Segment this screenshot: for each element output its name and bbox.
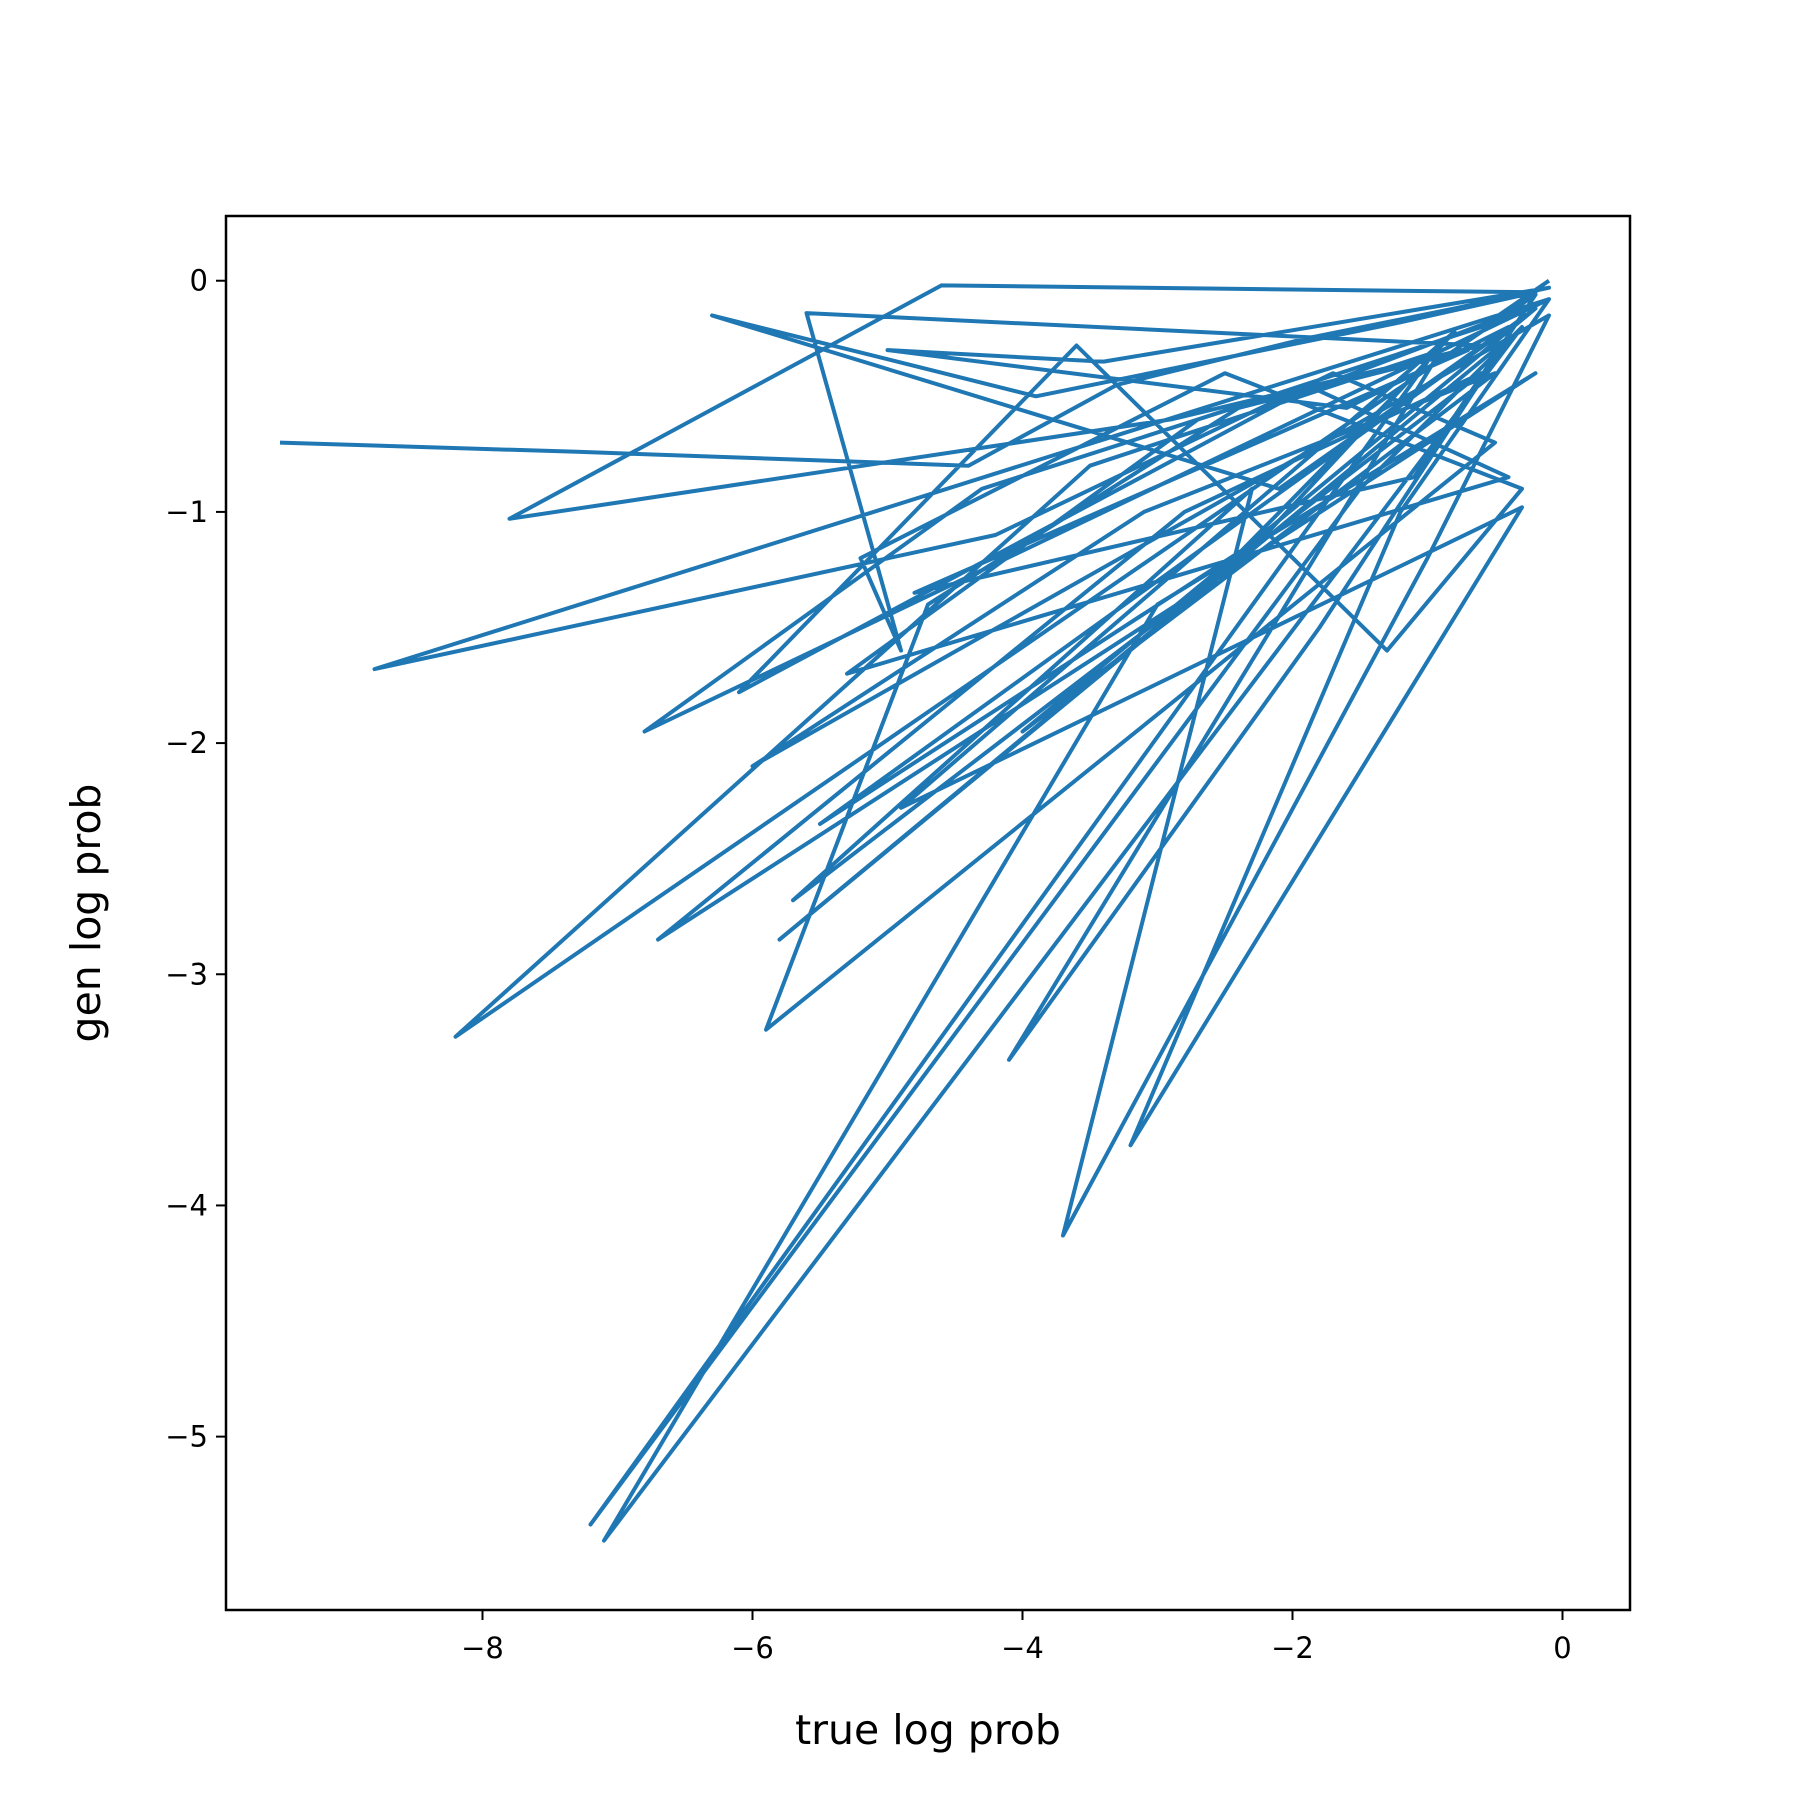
y-axis-ticks: 0 −1 −2 −3 −4 −5 xyxy=(165,264,226,1454)
plot-lines xyxy=(279,279,1551,1543)
x-axis-label: true log prob xyxy=(795,1706,1061,1754)
y-tick-label: 0 xyxy=(190,264,208,298)
x-tick-label: 0 xyxy=(1553,1631,1571,1665)
x-tick-label: −4 xyxy=(1001,1631,1044,1665)
x-tick-label: −6 xyxy=(731,1631,774,1665)
y-axis-label: gen log prob xyxy=(62,784,110,1043)
y-tick-label: −5 xyxy=(165,1420,208,1454)
y-tick-label: −3 xyxy=(165,957,208,991)
y-tick-label: −2 xyxy=(165,726,208,760)
plot-frame xyxy=(224,214,1632,1612)
x-tick-label: −2 xyxy=(1271,1631,1314,1665)
y-tick-label: −1 xyxy=(165,495,208,529)
x-axis-ticks: −8 −6 −4 −2 0 xyxy=(461,1610,1572,1665)
x-tick-label: −8 xyxy=(461,1631,504,1665)
y-tick-label: −4 xyxy=(165,1188,208,1222)
series-line-0 xyxy=(279,279,1551,1543)
